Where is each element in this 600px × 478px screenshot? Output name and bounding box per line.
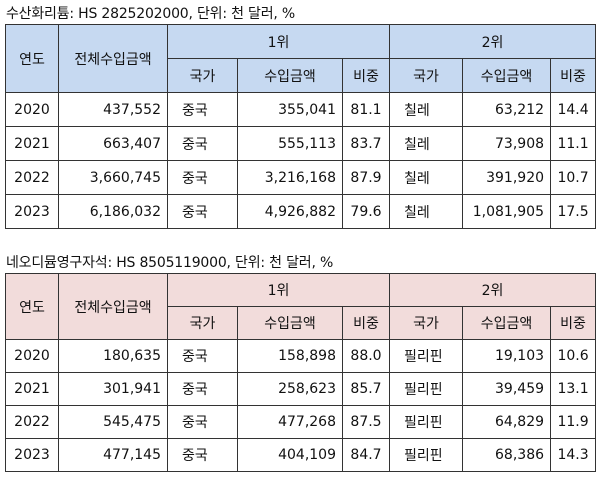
cell-amount2: 1,081,905 bbox=[462, 194, 552, 229]
cell-share2: 14.4 bbox=[550, 92, 597, 127]
header-rank1: 1위 bbox=[166, 24, 391, 59]
cell-amount1: 404,109 bbox=[237, 438, 343, 472]
cell-country1: 중국 bbox=[167, 372, 238, 406]
table1-caption: 수산화리튬: HS 2825202000, 단위: 천 달러, % bbox=[6, 6, 296, 22]
header-total: 전체수입금액 bbox=[58, 273, 168, 340]
cell-share1: 85.7 bbox=[341, 372, 391, 406]
cell-amount2: 19,103 bbox=[462, 339, 552, 373]
cell-country1: 중국 bbox=[167, 339, 238, 373]
table-row: 2023 6,186,032 중국 4,926,882 79.6 칠레 1,08… bbox=[5, 194, 597, 229]
cell-share1: 87.9 bbox=[341, 160, 391, 195]
cell-total: 3,660,745 bbox=[58, 160, 168, 195]
cell-share2: 17.5 bbox=[550, 194, 597, 229]
cell-total: 545,475 bbox=[58, 405, 168, 439]
header-country-2: 국가 bbox=[389, 306, 464, 340]
header-amount-2: 수입금액 bbox=[462, 58, 552, 93]
cell-country1: 중국 bbox=[167, 194, 238, 229]
cell-country2: 칠레 bbox=[389, 194, 464, 229]
cell-amount2: 39,459 bbox=[462, 372, 552, 406]
header-rank1: 1위 bbox=[166, 273, 391, 307]
table-row: 2020 437,552 중국 355,041 81.1 칠레 63,212 1… bbox=[5, 92, 597, 127]
cell-share1: 88.0 bbox=[341, 339, 391, 373]
cell-country2: 필리핀 bbox=[389, 339, 464, 373]
header-country-1: 국가 bbox=[167, 306, 238, 340]
cell-share1: 87.5 bbox=[341, 405, 391, 439]
cell-year: 2023 bbox=[5, 194, 59, 229]
header-amount-2: 수입금액 bbox=[462, 306, 552, 340]
cell-share1: 84.7 bbox=[341, 438, 391, 472]
cell-year: 2020 bbox=[5, 339, 59, 373]
header-year: 연도 bbox=[5, 273, 59, 340]
cell-year: 2023 bbox=[5, 438, 59, 472]
cell-amount1: 258,623 bbox=[237, 372, 343, 406]
cell-total: 437,552 bbox=[58, 92, 168, 127]
header-amount-1: 수입금액 bbox=[237, 58, 343, 93]
cell-total: 663,407 bbox=[58, 126, 168, 161]
cell-share1: 79.6 bbox=[341, 194, 391, 229]
cell-country1: 중국 bbox=[167, 126, 238, 161]
cell-share2: 13.1 bbox=[550, 372, 597, 406]
cell-share2: 11.9 bbox=[550, 405, 597, 439]
cell-share2: 10.7 bbox=[550, 160, 597, 195]
header-country-1: 국가 bbox=[167, 58, 238, 93]
table-row: 2022 3,660,745 중국 3,216,168 87.9 칠레 391,… bbox=[5, 160, 597, 195]
cell-country2: 필리핀 bbox=[389, 405, 464, 439]
table-row: 2021 663,407 중국 555,113 83.7 칠레 73,908 1… bbox=[5, 126, 597, 161]
cell-year: 2021 bbox=[5, 126, 59, 161]
cell-amount2: 63,212 bbox=[462, 92, 552, 127]
cell-share2: 10.6 bbox=[550, 339, 597, 373]
header-share-1: 비중 bbox=[341, 306, 391, 340]
cell-country2: 필리핀 bbox=[389, 372, 464, 406]
lithium-hydroxide-table: 연도 전체수입금액 1위 2위 국가 수입금액 비중 국가 수입금액 비중 20… bbox=[5, 24, 597, 229]
cell-country1: 중국 bbox=[167, 438, 238, 472]
cell-amount1: 158,898 bbox=[237, 339, 343, 373]
header-share-2: 비중 bbox=[550, 306, 597, 340]
neodymium-magnet-table: 연도 전체수입금액 1위 2위 국가 수입금액 비중 국가 수입금액 비중 20… bbox=[5, 273, 597, 472]
cell-share2: 14.3 bbox=[550, 438, 597, 472]
cell-country1: 중국 bbox=[167, 92, 238, 127]
cell-share1: 83.7 bbox=[341, 126, 391, 161]
cell-total: 301,941 bbox=[58, 372, 168, 406]
cell-share2: 11.1 bbox=[550, 126, 597, 161]
header-country-2: 국가 bbox=[389, 58, 464, 93]
header-total: 전체수입금액 bbox=[58, 24, 168, 93]
cell-amount2: 64,829 bbox=[462, 405, 552, 439]
cell-amount1: 4,926,882 bbox=[237, 194, 343, 229]
cell-amount2: 73,908 bbox=[462, 126, 552, 161]
header-share-2: 비중 bbox=[550, 58, 597, 93]
cell-amount2: 68,386 bbox=[462, 438, 552, 472]
cell-year: 2022 bbox=[5, 405, 59, 439]
header-rank2: 2위 bbox=[389, 24, 597, 59]
cell-country2: 칠레 bbox=[389, 126, 464, 161]
cell-year: 2022 bbox=[5, 160, 59, 195]
table-row: 2022 545,475 중국 477,268 87.5 필리핀 64,829 … bbox=[5, 405, 597, 439]
header-share-1: 비중 bbox=[341, 58, 391, 93]
cell-country2: 칠레 bbox=[389, 160, 464, 195]
cell-country2: 필리핀 bbox=[389, 438, 464, 472]
cell-total: 180,635 bbox=[58, 339, 168, 373]
cell-amount1: 355,041 bbox=[237, 92, 343, 127]
cell-amount1: 3,216,168 bbox=[237, 160, 343, 195]
table2-caption: 네오디뮴영구자석: HS 8505119000, 단위: 천 달러, % bbox=[6, 255, 334, 271]
header-amount-1: 수입금액 bbox=[237, 306, 343, 340]
cell-year: 2020 bbox=[5, 92, 59, 127]
header-year: 연도 bbox=[5, 24, 59, 93]
cell-total: 477,145 bbox=[58, 438, 168, 472]
header-rank2: 2위 bbox=[389, 273, 597, 307]
cell-amount1: 555,113 bbox=[237, 126, 343, 161]
cell-year: 2021 bbox=[5, 372, 59, 406]
cell-country2: 칠레 bbox=[389, 92, 464, 127]
cell-country1: 중국 bbox=[167, 160, 238, 195]
cell-amount1: 477,268 bbox=[237, 405, 343, 439]
table-row: 2021 301,941 중국 258,623 85.7 필리핀 39,459 … bbox=[5, 372, 597, 406]
cell-share1: 81.1 bbox=[341, 92, 391, 127]
cell-amount2: 391,920 bbox=[462, 160, 552, 195]
cell-country1: 중국 bbox=[167, 405, 238, 439]
cell-total: 6,186,032 bbox=[58, 194, 168, 229]
table-row: 2020 180,635 중국 158,898 88.0 필리핀 19,103 … bbox=[5, 339, 597, 373]
table-row: 2023 477,145 중국 404,109 84.7 필리핀 68,386 … bbox=[5, 438, 597, 472]
